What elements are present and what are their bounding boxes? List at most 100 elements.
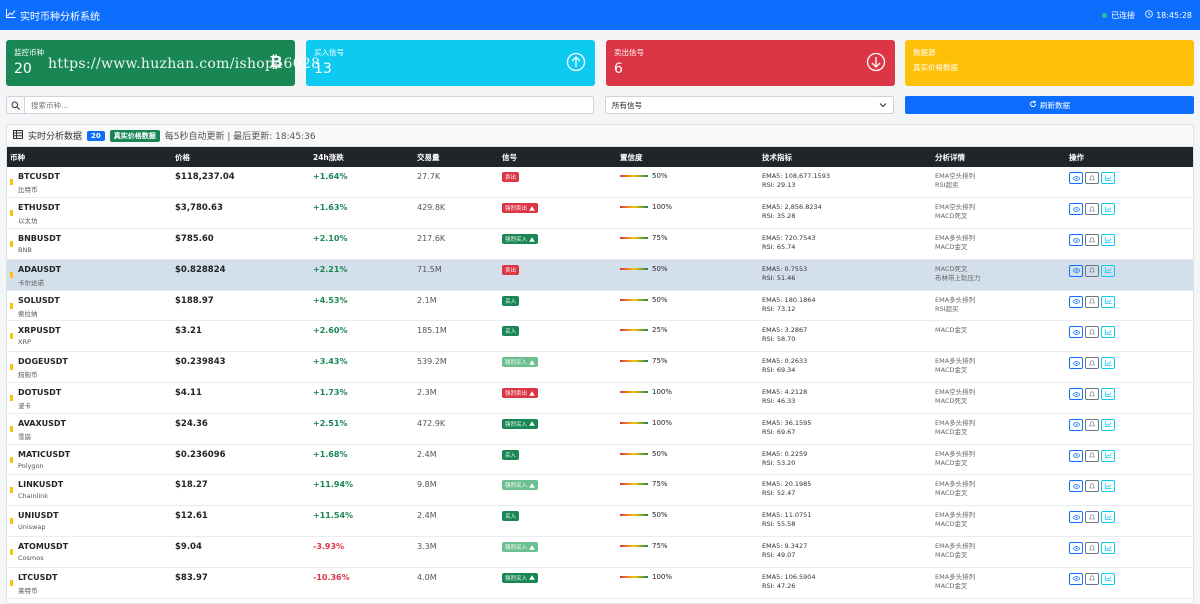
view-button[interactable] — [1069, 388, 1083, 401]
chart-button[interactable] — [1101, 449, 1115, 462]
chart-button[interactable] — [1101, 388, 1115, 401]
confidence-bar — [620, 575, 648, 578]
bell-icon — [1088, 266, 1096, 275]
signal-filter-select[interactable]: 所有信号 — [605, 96, 894, 114]
signal-badge: 强烈卖出 — [502, 388, 539, 399]
price: $83.97 — [175, 572, 208, 583]
confidence: 100% — [620, 419, 759, 427]
view-button[interactable] — [1069, 172, 1083, 184]
symbol: ADAUSDT — [18, 264, 62, 274]
chart-button[interactable] — [1101, 172, 1115, 184]
confidence: 50% — [620, 296, 759, 304]
alert-button[interactable] — [1085, 388, 1099, 401]
view-button[interactable] — [1069, 480, 1083, 493]
symbol: DOTUSDT — [18, 388, 62, 398]
eye-icon — [1072, 544, 1080, 553]
alert-button[interactable] — [1085, 572, 1099, 585]
alert-button[interactable] — [1085, 295, 1099, 308]
table-row[interactable]: MATICUSDT Polygon $0.236096 +1.68% 2.4M 买入 50%… — [7, 444, 1193, 475]
pin-marker — [10, 456, 13, 463]
clock-icon — [1145, 10, 1153, 20]
brand[interactable]: 实时币种分析系统 — [6, 8, 100, 23]
alert-button[interactable] — [1085, 511, 1099, 524]
eye-icon — [1072, 297, 1080, 306]
view-button[interactable] — [1069, 295, 1083, 308]
count-badge: 20 — [87, 130, 105, 141]
search-input[interactable] — [25, 98, 585, 112]
chart-button[interactable] — [1101, 542, 1115, 555]
analysis-table: 币种 价格 24h涨跌 交易量 信号 置信度 技术指标 分析详情 操作 BTCU… — [7, 147, 1193, 599]
signal-badge: 强烈买入 — [502, 234, 539, 245]
chart-button[interactable] — [1101, 264, 1115, 277]
table-row[interactable]: LINKUSDT Chainlink $18.27 +11.94% 9.8M 强烈买入 75… — [7, 475, 1193, 506]
chart-button[interactable] — [1101, 326, 1115, 339]
view-button[interactable] — [1069, 542, 1083, 555]
pin-marker — [10, 395, 13, 402]
alert-button[interactable] — [1085, 326, 1099, 339]
alert-button[interactable] — [1085, 357, 1099, 370]
analysis-details: MACD金叉 — [935, 326, 968, 335]
chart-button[interactable] — [1101, 203, 1115, 216]
table-row[interactable]: ADAUSDT 卡尔达诺 $0.828824 +2.21% 71.5M 卖出 50% EMA5… — [7, 259, 1193, 291]
tech-indicators: EMA5: 0.2259 RSI: 53.20 — [762, 449, 808, 467]
table-row[interactable]: BTCUSDT 比特币 $118,237.04 +1.64% 27.7K 卖出 50% EMA… — [7, 167, 1193, 198]
table-row[interactable]: SOLUSDT 索拉纳 $188.97 +4.53% 2.1M 买入 50% EMA5: 18… — [7, 290, 1193, 321]
table-row[interactable]: AVAXUSDT 雪崩 $24.36 +2.51% 472.9K 强烈买入 100% EMA5… — [7, 413, 1193, 445]
refresh-button[interactable]: 刷新数据 — [905, 96, 1194, 114]
table-row[interactable]: DOTUSDT 波卡 $4.11 +1.73% 2.3M 强烈卖出 100% EMA5: 4.… — [7, 383, 1193, 414]
chart-button[interactable] — [1101, 418, 1115, 431]
view-button[interactable] — [1069, 418, 1083, 431]
chart-icon — [1104, 574, 1112, 583]
table-row[interactable]: ATOMUSDT Cosmos $9.04 -3.93% 3.3M 强烈买入 75% EMA5… — [7, 537, 1193, 568]
alert-button[interactable] — [1085, 172, 1099, 184]
table-row[interactable]: ETHUSDT 以太坊 $3,780.63 +1.63% 429.8K 强烈卖出 100% E… — [7, 198, 1193, 229]
signal-badge: 强烈买入 — [502, 480, 539, 491]
chart-button[interactable] — [1101, 295, 1115, 308]
arrow-up-circle-icon — [566, 52, 586, 72]
chart-icon — [1104, 328, 1112, 337]
table-row[interactable]: BNBUSDT BNB $785.60 +2.10% 217.6K 强烈买入 75% EMA5… — [7, 229, 1193, 260]
view-button[interactable] — [1069, 572, 1083, 585]
alert-button[interactable] — [1085, 542, 1099, 555]
alert-button[interactable] — [1085, 234, 1099, 247]
change-24h: +1.68% — [313, 449, 348, 459]
col-header: 币种 — [7, 147, 172, 167]
view-button[interactable] — [1069, 264, 1083, 277]
view-button[interactable] — [1069, 449, 1083, 462]
price: $9.04 — [175, 542, 202, 553]
view-button[interactable] — [1069, 326, 1083, 339]
tech-indicators: EMA5: 108,677.1593 RSI: 29.13 — [762, 172, 831, 189]
volume: 2.4M — [417, 449, 437, 459]
confidence-bar — [620, 237, 648, 240]
view-button[interactable] — [1069, 511, 1083, 524]
confidence-bar — [620, 267, 648, 270]
alert-button[interactable] — [1085, 449, 1099, 462]
chart-button[interactable] — [1101, 480, 1115, 493]
chart-icon — [1104, 236, 1112, 245]
panel-header: 实时分析数据 20 真实价格数据 每5秒自动更新 | 最后更新: 18:45:3… — [7, 125, 1193, 147]
table-row[interactable]: DOGEUSDT 狗狗币 $0.239843 +3.43% 539.2M 强烈买入 75% E… — [7, 352, 1193, 383]
table-row[interactable]: UNIUSDT Uniswap $12.61 +11.54% 2.4M 买入 50% EMA5… — [7, 506, 1193, 537]
chart-button[interactable] — [1101, 511, 1115, 524]
chart-button[interactable] — [1101, 357, 1115, 370]
analysis-details: MACD死叉 布林带上轨压力 — [935, 264, 981, 282]
view-button[interactable] — [1069, 203, 1083, 216]
alert-button[interactable] — [1085, 480, 1099, 493]
chart-button[interactable] — [1101, 234, 1115, 247]
table-row[interactable]: XRPUSDT XRP $3.21 +2.60% 185.1M 买入 25% EMA5: 3.… — [7, 321, 1193, 352]
price: $24.36 — [175, 418, 208, 429]
alert-button[interactable] — [1085, 418, 1099, 431]
view-button[interactable] — [1069, 234, 1083, 247]
warning-icon — [527, 483, 535, 489]
table-row[interactable]: LTCUSDT 莱特币 $83.97 -10.36% 4.0M 强烈买入 100% EMA5:… — [7, 567, 1193, 599]
view-button[interactable] — [1069, 357, 1083, 370]
volume: 472.9K — [417, 418, 446, 428]
price: $18.27 — [175, 480, 208, 491]
chart-icon — [1104, 266, 1112, 275]
confidence: 50% — [620, 172, 759, 180]
col-header: 价格 — [172, 147, 310, 167]
chart-button[interactable] — [1101, 572, 1115, 585]
alert-button[interactable] — [1085, 203, 1099, 216]
confidence: 100% — [620, 203, 759, 211]
alert-button[interactable] — [1085, 264, 1099, 277]
